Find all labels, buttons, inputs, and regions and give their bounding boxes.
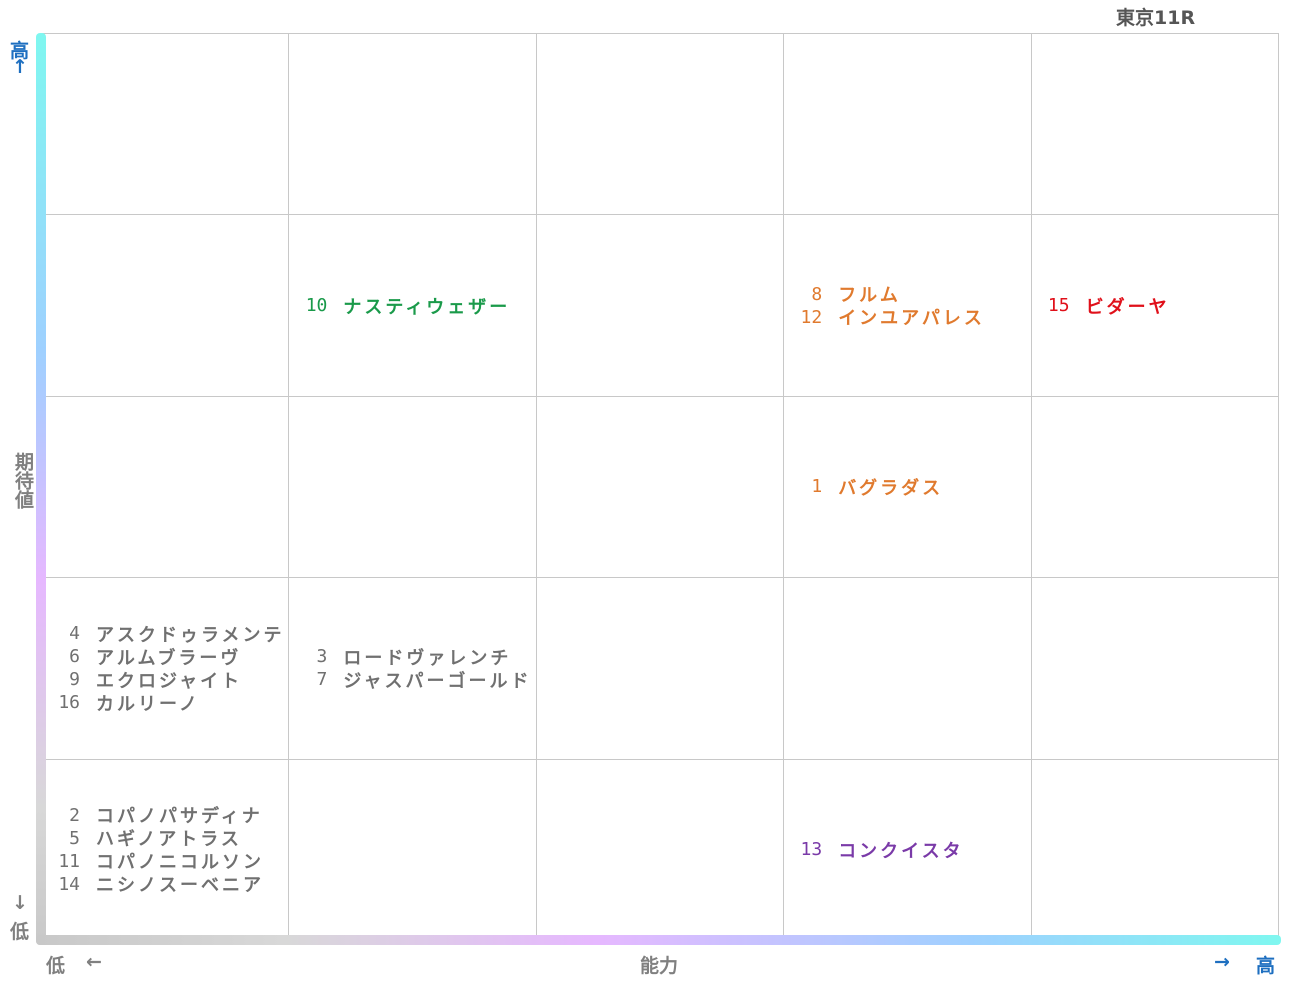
title: 東京11R <box>1116 7 1196 29</box>
horse-name: コンクイスタ <box>838 840 964 862</box>
horse-number: 8 <box>811 283 823 305</box>
grid-cell: 8 フルム 12 インユアパレス <box>784 215 1032 397</box>
horse-number: 13 <box>800 839 823 861</box>
y-high-arrow: ↑ <box>12 56 28 78</box>
horse-number: 10 <box>305 295 328 317</box>
horse-entry: 16 カルリーノ <box>42 691 288 715</box>
horse-entry: 8 フルム <box>784 283 1030 307</box>
horse-number: 12 <box>800 306 823 328</box>
grid-cell <box>42 396 290 579</box>
grid-cell <box>1031 396 1279 579</box>
horse-number: 15 <box>1047 295 1070 317</box>
grid-cell: 13 コンクイスタ <box>784 759 1032 941</box>
horse-name: ビダーヤ <box>1085 296 1170 318</box>
grid: 10 ナスティウェザー 8 フルム 12 インユアパレス 15 ビダーヤ 1 バグラダス 4 アスクド… <box>42 33 1279 941</box>
horse-entry: 10 ナスティウェザー <box>289 294 535 318</box>
horse-entry: 3 ロードヴァレンチ <box>289 645 535 669</box>
horse-entry: 7 ジャスパーゴールド <box>289 668 535 692</box>
horse-name: ジャスパーゴールド <box>343 670 532 692</box>
horse-entry: 12 インユアパレス <box>784 306 1030 330</box>
horse-entry: 13 コンクイスタ <box>784 838 1030 862</box>
horse-entry: 6 アルムブラーヴ <box>42 645 288 669</box>
y-axis-bar <box>36 33 46 945</box>
grid-cell: 3 ロードヴァレンチ 7 ジャスパーゴールド <box>289 578 537 760</box>
horse-number: 4 <box>69 623 80 645</box>
y-low-arrow: ↓ <box>12 892 28 914</box>
grid-cell <box>1031 759 1279 941</box>
horse-name: ハギノアトラス <box>96 829 242 851</box>
grid-cell <box>42 34 290 216</box>
x-axis-bar <box>36 935 1281 945</box>
horse-name: アルムブラーヴ <box>96 647 242 669</box>
horse-name: エクロジャイト <box>96 670 243 692</box>
horse-entry: 14 ニシノスーベニア <box>42 873 288 897</box>
grid-cell <box>289 759 537 941</box>
horse-entry: 9 エクロジャイト <box>42 668 288 692</box>
horse-name: アスクドゥラメンテ <box>96 624 285 646</box>
horse-name: ロードヴァレンチ <box>343 647 512 669</box>
grid-cell: 2 コパノパサディナ 5 ハギノアトラス 11 コパノニコルソン 14 ニシノスーベニア <box>42 759 290 941</box>
grid-cell <box>1031 34 1279 216</box>
x-label: 能力 <box>640 955 679 977</box>
x-low-arrow: ← <box>86 951 102 973</box>
horse-number: 1 <box>811 476 823 498</box>
horse-entry: 4 アスクドゥラメンテ <box>42 622 288 646</box>
grid-cell <box>536 759 785 941</box>
horse-number: 9 <box>69 669 80 691</box>
grid-cell <box>536 34 785 216</box>
grid-cell: 15 ビダーヤ <box>1031 215 1279 397</box>
horse-name: インユアパレス <box>838 308 985 330</box>
horse-name: フルム <box>838 285 901 307</box>
grid-cell <box>784 578 1032 760</box>
y-label: 期待値 <box>12 452 34 509</box>
grid-cell <box>536 396 785 579</box>
horse-name: コパノパサディナ <box>96 806 263 828</box>
horse-entry: 15 ビダーヤ <box>1032 294 1278 318</box>
horse-entry: 1 バグラダス <box>784 475 1030 499</box>
horse-number: 7 <box>316 669 328 691</box>
y-high: 高 <box>10 40 30 62</box>
grid-cell <box>42 215 290 397</box>
horse-number: 6 <box>69 646 80 668</box>
horse-entry: 5 ハギノアトラス <box>42 827 288 851</box>
grid-cell <box>536 578 785 760</box>
horse-number: 2 <box>69 804 80 826</box>
grid-cell <box>784 34 1032 216</box>
grid-cell <box>289 34 537 216</box>
horse-name: ナスティウェザー <box>343 296 511 318</box>
horse-entry: 11 コパノニコルソン <box>42 850 288 874</box>
horse-number: 5 <box>69 827 80 849</box>
horse-name: バグラダス <box>838 477 944 499</box>
grid-cell: 10 ナスティウェザー <box>289 215 537 397</box>
horse-number: 14 <box>58 873 80 895</box>
horse-number: 16 <box>58 692 80 714</box>
x-low: 低 <box>46 955 66 977</box>
grid-cell <box>289 396 537 579</box>
grid-cell <box>1031 578 1279 760</box>
x-high: 高 <box>1256 955 1276 977</box>
x-high-arrow: → <box>1214 951 1230 973</box>
grid-cell: 4 アスクドゥラメンテ 6 アルムブラーヴ 9 エクロジャイト 16 カルリーノ <box>42 578 290 760</box>
y-low: 低 <box>10 921 30 943</box>
horse-name: カルリーノ <box>96 693 200 715</box>
grid-cell: 1 バグラダス <box>784 396 1032 579</box>
grid-cell <box>536 215 785 397</box>
horse-number: 3 <box>316 646 328 668</box>
horse-entry: 2 コパノパサディナ <box>42 804 288 828</box>
horse-name: コパノニコルソン <box>96 852 264 874</box>
horse-name: ニシノスーベニア <box>96 875 264 897</box>
horse-number: 11 <box>58 850 80 872</box>
